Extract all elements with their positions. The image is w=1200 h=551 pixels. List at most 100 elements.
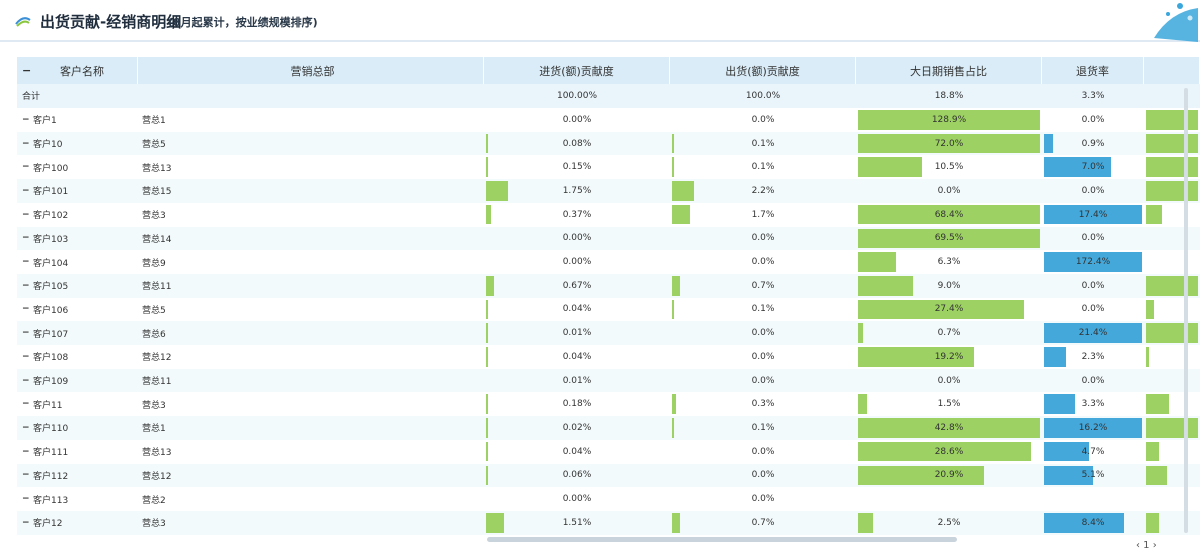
long-date-ratio-cell: 0.0% xyxy=(856,369,1042,393)
table-row[interactable]: − 客户106 营总5 0.04% 0.1% 27.4% 0.0% xyxy=(17,297,1200,322)
extra-cell xyxy=(1144,369,1200,393)
table-row[interactable]: − 客户102 营总3 0.37% 1.7% 68.4% 17.4% xyxy=(17,202,1200,227)
table-row[interactable]: − 客户111 营总13 0.04% 0.0% 28.6% 4.7% xyxy=(17,439,1200,464)
minus-icon[interactable]: − xyxy=(22,162,30,173)
shipment-contribution-cell: 0.7% xyxy=(670,511,856,535)
return-rate-bar xyxy=(1044,465,1093,486)
page-subtitle: (8月起累计，按业绩规模排序) xyxy=(168,16,318,29)
table-row[interactable]: − 客户100 营总13 0.15% 0.1% 10.5% 7.0% xyxy=(17,155,1200,180)
return-rate-value: 0.0% xyxy=(1081,233,1105,244)
table-row[interactable]: − 客户112 营总12 0.06% 0.0% 20.9% 5.1% xyxy=(17,463,1200,488)
return-rate-bar xyxy=(1044,323,1142,343)
table-row[interactable]: − 客户107 营总6 0.01% 0.0% 0.7% 21.4% xyxy=(17,321,1200,345)
shipment-contribution-cell: 0.0% xyxy=(670,108,856,132)
table-row[interactable]: − 客户109 营总11 0.01% 0.0% 0.0% 0.0% xyxy=(17,368,1200,393)
minus-icon[interactable]: − xyxy=(22,304,30,315)
col-header-customer[interactable]: − 客户名称 xyxy=(17,57,138,84)
customer-name: 客户108 xyxy=(33,353,69,364)
customer-name: 客户105 xyxy=(33,282,69,293)
minus-icon[interactable]: − xyxy=(22,494,30,505)
customer-cell[interactable]: − 客户112 xyxy=(17,464,138,488)
minus-icon[interactable]: − xyxy=(22,114,30,125)
minus-icon[interactable]: − xyxy=(22,233,30,244)
return-rate-value xyxy=(1042,487,1144,511)
table-row[interactable]: − 客户1 营总1 0.00% 0.0% 128.9% 0.0% xyxy=(17,108,1200,132)
minus-icon[interactable]: − xyxy=(22,470,30,481)
customer-cell[interactable]: − 客户102 xyxy=(17,203,138,227)
minus-icon[interactable]: − xyxy=(22,185,30,196)
shipment-contribution-value: 0.0% xyxy=(751,494,775,505)
dept-cell: 营总12 xyxy=(142,353,172,364)
customer-cell[interactable]: − 客户105 xyxy=(17,274,138,298)
customer-cell[interactable]: − 客户100 xyxy=(17,155,138,179)
extra-cell xyxy=(1144,179,1200,203)
table-row[interactable]: − 客户10 营总5 0.08% 0.1% 72.0% 0.9% xyxy=(17,131,1200,156)
customer-cell[interactable]: − 客户1 xyxy=(17,108,138,132)
return-rate-value: 3.3% xyxy=(1081,399,1105,410)
table-row[interactable]: − 客户105 营总11 0.67% 0.7% 9.0% 0.0% xyxy=(17,273,1200,298)
extra-bar xyxy=(1146,275,1198,296)
minus-icon[interactable]: − xyxy=(22,280,30,291)
customer-cell[interactable]: − 客户109 xyxy=(17,369,138,393)
shipment-contribution-bar xyxy=(672,181,694,201)
shipment-contribution-value: 0.0% xyxy=(751,328,775,339)
customer-cell[interactable]: − 客户11 xyxy=(17,392,138,416)
dept-cell: 营总3 xyxy=(142,400,166,411)
return-rate-bar xyxy=(1044,347,1066,367)
long-date-ratio-bar xyxy=(858,275,913,296)
minus-icon[interactable]: − xyxy=(22,399,30,410)
minus-icon[interactable]: − xyxy=(22,209,30,220)
table-row[interactable]: − 客户12 营总3 1.51% 0.7% 2.5% 8.4% xyxy=(17,510,1200,535)
shipment-contribution-bar xyxy=(672,133,674,154)
purchase-contribution-cell: 0.00% xyxy=(484,250,670,274)
purchase-contribution-value: 0.67% xyxy=(562,280,592,291)
vertical-scrollbar[interactable] xyxy=(1184,88,1188,533)
pager[interactable]: ‹ 1 › xyxy=(1136,540,1157,551)
table-row[interactable]: − 客户101 营总15 1.75% 2.2% 0.0% 0.0% xyxy=(17,179,1200,203)
purchase-contribution-cell: 1.75% xyxy=(484,179,670,203)
minus-icon[interactable]: − xyxy=(22,351,30,362)
minus-icon[interactable]: − xyxy=(22,328,30,339)
table-row[interactable]: − 客户113 营总2 0.00% 0.0% xyxy=(17,487,1200,511)
minus-icon[interactable]: − xyxy=(22,257,30,268)
customer-cell[interactable]: − 客户111 xyxy=(17,440,138,464)
customer-cell[interactable]: − 客户110 xyxy=(17,416,138,440)
minus-icon[interactable]: − xyxy=(22,64,32,77)
purchase-contribution-value: 0.15% xyxy=(562,162,592,173)
col-header-long-date-ratio[interactable]: 大日期销售占比 xyxy=(856,57,1042,84)
table-row[interactable]: − 客户110 营总1 0.02% 0.1% 42.8% 16.2% xyxy=(17,416,1200,440)
customer-cell[interactable]: − 客户101 xyxy=(17,179,138,203)
customer-cell[interactable]: − 客户103 xyxy=(17,227,138,251)
minus-icon[interactable]: − xyxy=(22,422,30,433)
col-header-purchase-contribution[interactable]: 进货(额)贡献度 xyxy=(484,57,670,84)
customer-cell[interactable]: − 客户106 xyxy=(17,298,138,322)
table-row[interactable]: − 客户104 营总9 0.00% 0.0% 6.3% 172.4% xyxy=(17,250,1200,274)
col-header-return-rate[interactable]: 退货率 xyxy=(1042,57,1144,84)
return-rate-bar xyxy=(1044,394,1075,415)
shipment-contribution-value: 0.7% xyxy=(751,517,775,528)
purchase-contribution-cell: 0.15% xyxy=(484,155,670,179)
horizontal-scrollbar[interactable] xyxy=(487,537,957,542)
customer-cell[interactable]: − 客户12 xyxy=(17,511,138,535)
long-date-ratio-cell: 2.5% xyxy=(856,511,1042,535)
table-row[interactable]: − 客户103 营总14 0.00% 0.0% 69.5% 0.0% xyxy=(17,226,1200,251)
minus-icon[interactable]: − xyxy=(22,446,30,457)
long-date-ratio-cell: 1.5% xyxy=(856,392,1042,416)
long-date-ratio-value: 0.0% xyxy=(937,375,961,386)
minus-icon[interactable]: − xyxy=(22,375,30,386)
customer-cell[interactable]: − 客户107 xyxy=(17,321,138,345)
table-row[interactable]: − 客户108 营总12 0.04% 0.0% 19.2% 2.3% xyxy=(17,345,1200,369)
customer-cell[interactable]: − 客户10 xyxy=(17,132,138,156)
return-rate-cell: 0.0% xyxy=(1042,179,1144,203)
shipment-contribution-value: 0.0% xyxy=(751,351,775,362)
customer-cell[interactable]: − 客户113 xyxy=(17,487,138,511)
table-row[interactable]: − 客户11 营总3 0.18% 0.3% 1.5% 3.3% xyxy=(17,392,1200,417)
col-header-shipment-contribution[interactable]: 出货(额)贡献度 xyxy=(670,57,856,84)
return-rate-cell: 17.4% xyxy=(1042,203,1144,227)
minus-icon[interactable]: − xyxy=(22,517,30,528)
customer-cell[interactable]: − 客户108 xyxy=(17,345,138,369)
col-header-dept[interactable]: 营销总部 xyxy=(138,57,484,84)
customer-cell[interactable]: − 客户104 xyxy=(17,250,138,274)
minus-icon[interactable]: − xyxy=(22,138,30,149)
purchase-contribution-bar xyxy=(486,441,488,462)
